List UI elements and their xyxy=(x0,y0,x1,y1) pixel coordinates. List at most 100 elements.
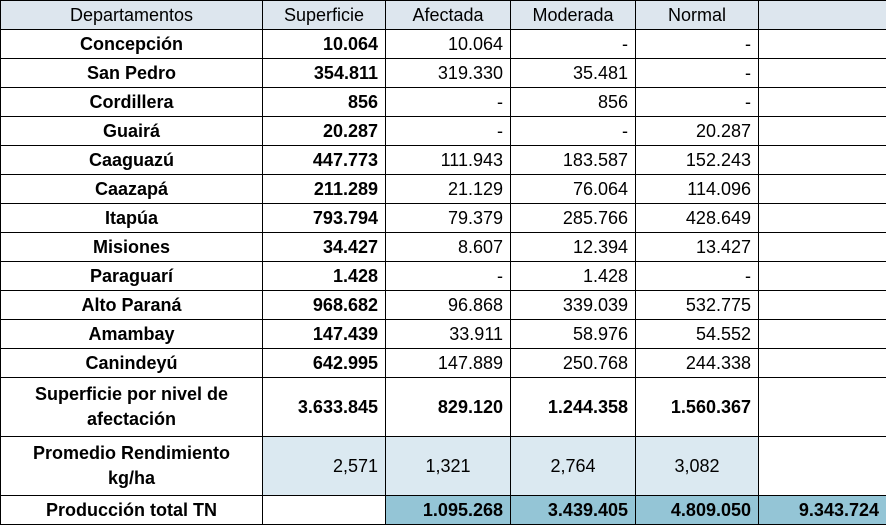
row-superficie: 34.427 xyxy=(263,233,386,262)
summary-afectada: 829.120 xyxy=(386,378,511,437)
row-moderada: 76.064 xyxy=(511,175,636,204)
promedio-afectada: 1,321 xyxy=(386,437,511,496)
row-afectada: 79.379 xyxy=(386,204,511,233)
row-name: Alto Paraná xyxy=(1,291,263,320)
table-row: Cordillera 856 - 856 - xyxy=(1,88,886,117)
row-moderada: 58.976 xyxy=(511,320,636,349)
summary-label: Superficie por nivel de afectación xyxy=(1,378,263,437)
table-row: Caaguazú 447.773 111.943 183.587 152.243 xyxy=(1,146,886,175)
row-normal: 54.552 xyxy=(636,320,759,349)
row-afectada: 111.943 xyxy=(386,146,511,175)
row-moderada: 856 xyxy=(511,88,636,117)
row-name: Cordillera xyxy=(1,88,263,117)
table-row: Amambay 147.439 33.911 58.976 54.552 xyxy=(1,320,886,349)
header-moderada: Moderada xyxy=(511,1,636,30)
row-name: Misiones xyxy=(1,233,263,262)
produccion-total: 9.343.724 xyxy=(759,496,886,525)
promedio-empty xyxy=(759,437,886,496)
row-moderada: - xyxy=(511,117,636,146)
row-moderada: 1.428 xyxy=(511,262,636,291)
row-superficie: 968.682 xyxy=(263,291,386,320)
row-empty xyxy=(759,175,886,204)
row-moderada: 250.768 xyxy=(511,349,636,378)
row-empty xyxy=(759,30,886,59)
header-departamentos: Departamentos xyxy=(1,1,263,30)
row-normal: 244.338 xyxy=(636,349,759,378)
row-afectada: - xyxy=(386,88,511,117)
row-name: Concepción xyxy=(1,30,263,59)
row-empty xyxy=(759,233,886,262)
produccion-normal: 4.809.050 xyxy=(636,496,759,525)
row-moderada: 339.039 xyxy=(511,291,636,320)
row-moderada: 183.587 xyxy=(511,146,636,175)
row-empty xyxy=(759,204,886,233)
produccion-moderada: 3.439.405 xyxy=(511,496,636,525)
row-superficie: 793.794 xyxy=(263,204,386,233)
row-normal: 428.649 xyxy=(636,204,759,233)
row-moderada: - xyxy=(511,30,636,59)
table-row: Misiones 34.427 8.607 12.394 13.427 xyxy=(1,233,886,262)
header-superficie: Superficie xyxy=(263,1,386,30)
row-normal: 152.243 xyxy=(636,146,759,175)
row-normal: - xyxy=(636,88,759,117)
table-row: Alto Paraná 968.682 96.868 339.039 532.7… xyxy=(1,291,886,320)
row-superficie: 1.428 xyxy=(263,262,386,291)
summary-row: Superficie por nivel de afectación 3.633… xyxy=(1,378,886,437)
row-afectada: 319.330 xyxy=(386,59,511,88)
row-empty xyxy=(759,320,886,349)
row-empty xyxy=(759,349,886,378)
row-afectada: 33.911 xyxy=(386,320,511,349)
row-afectada: 147.889 xyxy=(386,349,511,378)
row-moderada: 12.394 xyxy=(511,233,636,262)
row-empty xyxy=(759,291,886,320)
row-moderada: 285.766 xyxy=(511,204,636,233)
row-normal: 20.287 xyxy=(636,117,759,146)
row-normal: 114.096 xyxy=(636,175,759,204)
promedio-row: Promedio Rendimiento kg/ha 2,571 1,321 2… xyxy=(1,437,886,496)
produccion-superficie-empty xyxy=(263,496,386,525)
header-empty xyxy=(759,1,886,30)
row-empty xyxy=(759,146,886,175)
row-afectada: 96.868 xyxy=(386,291,511,320)
row-name: Itapúa xyxy=(1,204,263,233)
table-row: Caazapá 211.289 21.129 76.064 114.096 xyxy=(1,175,886,204)
table-row: Paraguarí 1.428 - 1.428 - xyxy=(1,262,886,291)
row-superficie: 211.289 xyxy=(263,175,386,204)
row-afectada: 8.607 xyxy=(386,233,511,262)
table-row: Concepción 10.064 10.064 - - xyxy=(1,30,886,59)
header-row: Departamentos Superficie Afectada Modera… xyxy=(1,1,886,30)
row-superficie: 856 xyxy=(263,88,386,117)
row-empty xyxy=(759,262,886,291)
row-empty xyxy=(759,59,886,88)
row-superficie: 642.995 xyxy=(263,349,386,378)
produccion-label: Producción total TN xyxy=(1,496,263,525)
row-superficie: 147.439 xyxy=(263,320,386,349)
row-name: Canindeyú xyxy=(1,349,263,378)
row-afectada: 10.064 xyxy=(386,30,511,59)
row-name: Caazapá xyxy=(1,175,263,204)
promedio-superficie: 2,571 xyxy=(263,437,386,496)
row-superficie: 447.773 xyxy=(263,146,386,175)
row-superficie: 20.287 xyxy=(263,117,386,146)
table-row: San Pedro 354.811 319.330 35.481 - xyxy=(1,59,886,88)
row-empty xyxy=(759,117,886,146)
header-afectada: Afectada xyxy=(386,1,511,30)
row-afectada: - xyxy=(386,262,511,291)
summary-moderada: 1.244.358 xyxy=(511,378,636,437)
summary-superficie: 3.633.845 xyxy=(263,378,386,437)
row-name: Paraguarí xyxy=(1,262,263,291)
produccion-afectada: 1.095.268 xyxy=(386,496,511,525)
row-normal: 13.427 xyxy=(636,233,759,262)
summary-empty xyxy=(759,378,886,437)
row-name: San Pedro xyxy=(1,59,263,88)
row-normal: - xyxy=(636,262,759,291)
produccion-row: Producción total TN 1.095.268 3.439.405 … xyxy=(1,496,886,525)
promedio-moderada: 2,764 xyxy=(511,437,636,496)
row-normal: - xyxy=(636,59,759,88)
table-row: Itapúa 793.794 79.379 285.766 428.649 xyxy=(1,204,886,233)
row-empty xyxy=(759,88,886,117)
row-superficie: 10.064 xyxy=(263,30,386,59)
row-name: Guairá xyxy=(1,117,263,146)
promedio-normal: 3,082 xyxy=(636,437,759,496)
row-afectada: 21.129 xyxy=(386,175,511,204)
